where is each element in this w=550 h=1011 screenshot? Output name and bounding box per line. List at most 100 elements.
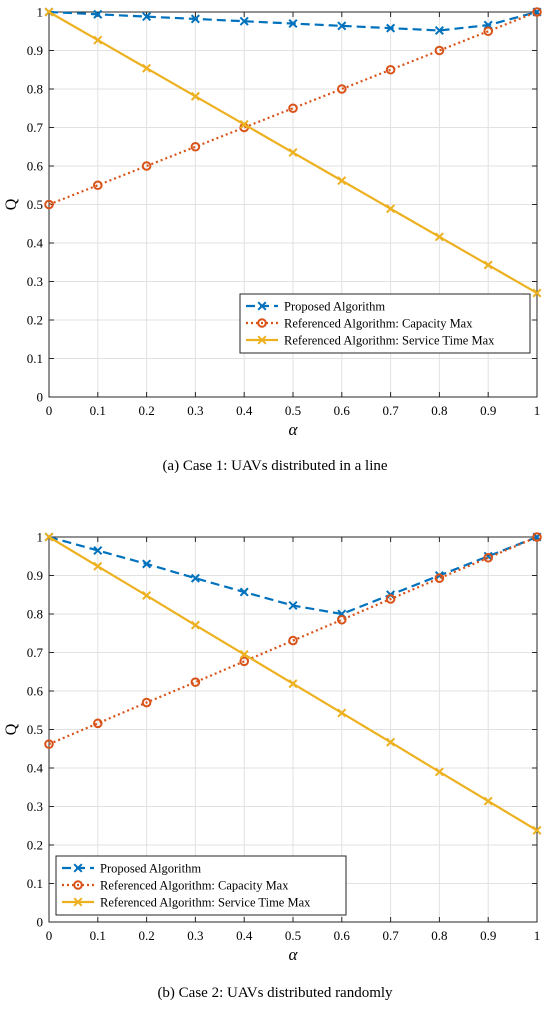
data-point	[142, 12, 152, 22]
x-tick-label: 1	[534, 928, 541, 943]
data-point	[288, 679, 298, 689]
data-point	[337, 614, 347, 625]
data-point	[386, 23, 396, 33]
series-3	[44, 532, 542, 835]
chart-case-2: 0 0.1 0.2 0.3 0.4 0.5 0.6 0.7 0.8 0.9 1 0 0.1 0.2 0.3 0…	[3, 530, 542, 964]
y-tick-label: 0.6	[27, 684, 44, 699]
y-tick-label: 0.5	[27, 197, 43, 212]
x-tick-label: 0.8	[431, 928, 447, 943]
caption-case-2: (b) Case 2: UAVs distributed randomly	[157, 985, 393, 1001]
data-point	[190, 14, 200, 24]
y-tick-label: 0.7	[27, 120, 44, 135]
data-point	[337, 21, 347, 31]
legend-marker	[73, 863, 83, 873]
data-point	[93, 718, 103, 729]
x-tick-label: 1	[534, 403, 541, 418]
data-point	[288, 19, 298, 29]
data-point	[239, 587, 249, 597]
data-point	[190, 91, 200, 101]
axis-ticks: 0 0.1 0.2 0.3 0.4 0.5 0.6 0.7 0.8 0.9 1 0 0.1 0.2 0.3 0…	[27, 530, 541, 944]
data-point	[386, 737, 396, 747]
legend-label: Referenced Algorithm: Capacity Max	[284, 317, 473, 331]
data-point	[44, 739, 54, 749]
data-point	[337, 708, 347, 718]
data-point	[288, 148, 298, 158]
x-tick-label: 0.4	[236, 403, 253, 418]
series-1	[44, 532, 542, 619]
data-point	[337, 84, 347, 94]
x-tick-label: 0.7	[382, 928, 399, 943]
legend-marker	[73, 880, 83, 890]
y-tick-label: 0.1	[27, 351, 43, 366]
data-point	[288, 601, 298, 611]
chart-case-1: 0 0.1 0.2 0.3 0.4 0.5 0.6 0.7 0.8 0.9 1 0 0.1 0.2 0.3 0…	[3, 5, 542, 439]
x-axis-label: α	[289, 420, 299, 439]
y-axis-label: Q	[3, 198, 20, 210]
data-point	[532, 7, 542, 17]
legend-label: Referenced Algorithm: Capacity Max	[100, 879, 289, 893]
x-tick-label: 0	[46, 403, 53, 418]
y-tick-label: 0.8	[27, 82, 43, 97]
data-point	[483, 260, 493, 270]
y-tick-label: 1	[37, 530, 44, 545]
x-tick-label: 0.8	[431, 403, 447, 418]
y-tick-label: 0.1	[27, 876, 43, 891]
y-tick-label: 0.2	[27, 838, 43, 853]
data-point	[434, 573, 445, 583]
series-3	[44, 7, 542, 298]
x-tick-label: 0.2	[138, 403, 154, 418]
legend-label: Referenced Algorithm: Service Time Max	[284, 334, 495, 348]
y-tick-label: 0.3	[27, 799, 43, 814]
data-point	[337, 176, 347, 186]
y-tick-label: 0.9	[27, 43, 43, 58]
y-tick-label: 0.2	[27, 313, 43, 328]
x-tick-label: 0.1	[90, 403, 106, 418]
legend-label: Referenced Algorithm: Service Time Max	[100, 896, 311, 910]
x-tick-label: 0.5	[285, 928, 301, 943]
legend-marker	[257, 335, 267, 345]
y-tick-label: 0.5	[27, 722, 43, 737]
data-point	[93, 561, 103, 571]
legend: Proposed Algorithm Referenced Algorithm: …	[55, 855, 347, 916]
x-tick-label: 0.7	[382, 403, 399, 418]
x-tick-label: 0	[46, 928, 53, 943]
data-point	[532, 825, 542, 835]
caption-case-1: (a) Case 1: UAVs distributed in a line	[162, 458, 388, 474]
x-tick-label: 0.9	[480, 403, 496, 418]
data-point	[141, 697, 152, 708]
x-tick-label: 0.2	[138, 928, 154, 943]
data-point	[386, 204, 396, 214]
legend-marker	[73, 897, 83, 907]
y-tick-label: 0.4	[27, 761, 44, 776]
legend-box	[239, 293, 531, 354]
data-point	[44, 7, 54, 17]
data-point	[93, 35, 103, 45]
data-point	[532, 288, 542, 298]
data-point	[142, 63, 152, 73]
x-tick-label: 0.9	[480, 928, 496, 943]
x-tick-label: 0.6	[334, 928, 351, 943]
y-tick-label: 0.7	[27, 645, 44, 660]
y-tick-label: 1	[37, 5, 44, 20]
data-point	[434, 25, 444, 35]
data-point	[190, 141, 201, 152]
x-axis-label: α	[289, 945, 299, 964]
data-point	[385, 594, 396, 604]
data-point	[239, 656, 249, 667]
data-point	[93, 180, 103, 191]
legend: Proposed Algorithm Referenced Algorithm: …	[239, 293, 531, 354]
legend-box	[55, 855, 347, 916]
data-point	[483, 552, 494, 563]
data-point	[93, 9, 103, 19]
y-tick-label: 0	[37, 390, 44, 405]
y-tick-label: 0	[37, 915, 44, 930]
data-point	[434, 232, 444, 242]
data-point	[239, 16, 249, 26]
data-point	[93, 545, 103, 555]
data-point	[190, 620, 200, 630]
data-point	[288, 103, 298, 114]
y-tick-label: 0.8	[27, 607, 43, 622]
x-tick-label: 0.3	[187, 928, 203, 943]
y-axis-label: Q	[3, 723, 20, 735]
